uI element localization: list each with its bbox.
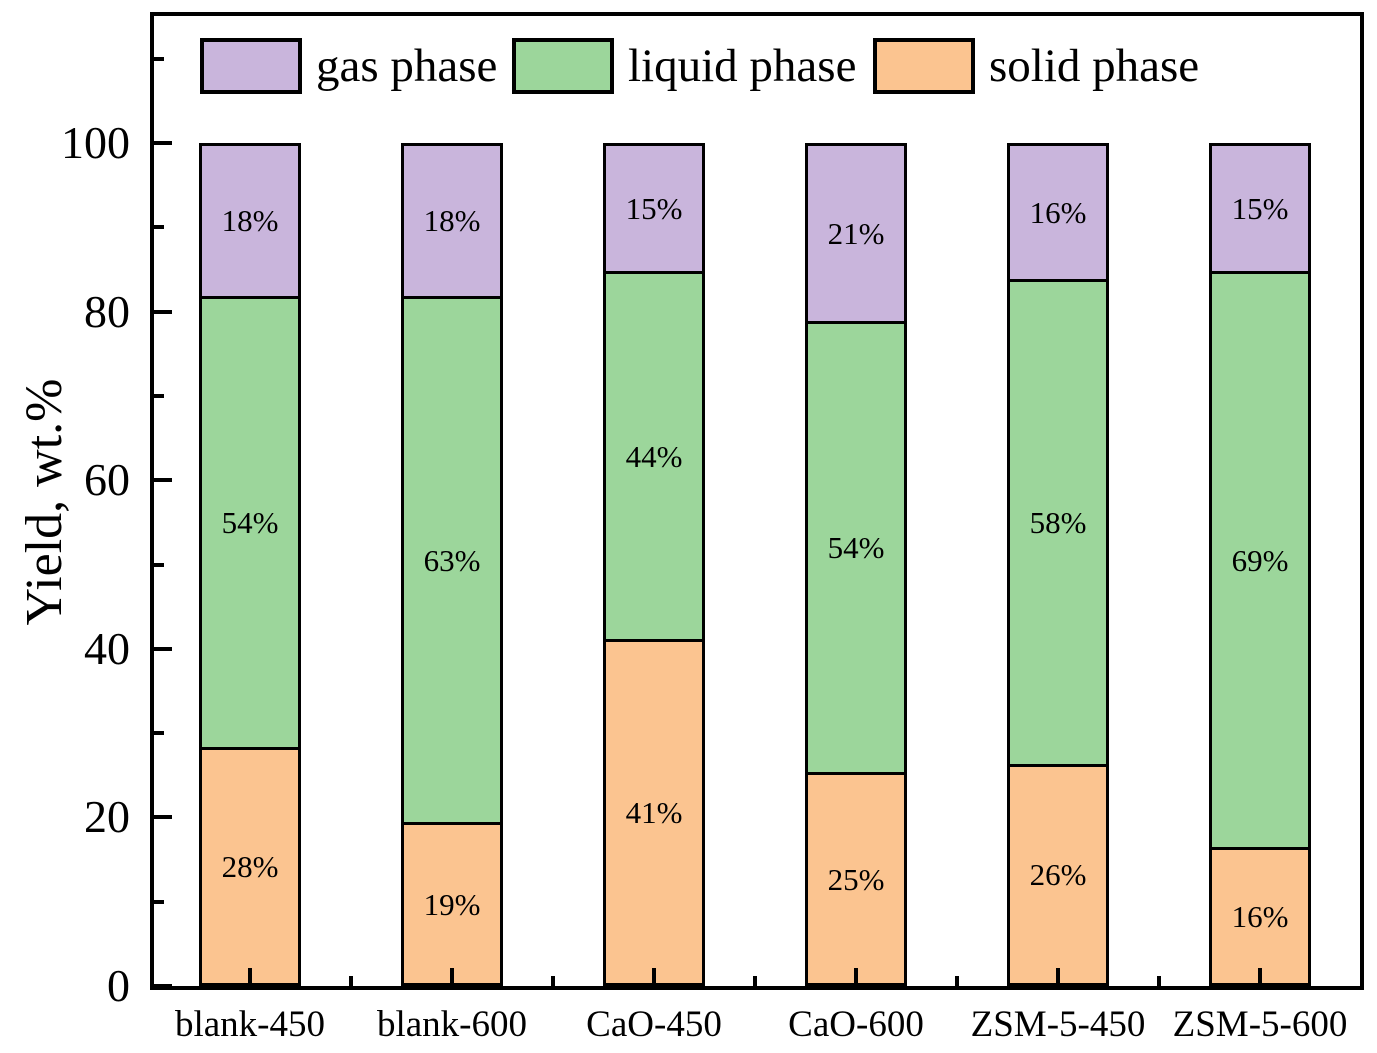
segment-value-label: 19% (423, 886, 481, 922)
segment-value-label: 15% (625, 190, 683, 226)
legend-swatch-solid-phase (873, 38, 975, 94)
segment-gas-phase: 15% (1212, 146, 1308, 271)
legend-item-liquid-phase: liquid phase (512, 38, 856, 94)
x-axis-major-tick (450, 968, 454, 986)
segment-value-label: 58% (1029, 505, 1087, 541)
segment-solid-phase: 25% (808, 772, 904, 983)
segment-solid-phase: 16% (1212, 847, 1308, 983)
plot-area: 18% 54% 28% 18% 63% 19% 15% 44% 41% 21% 54% 25% 16% 5… (150, 12, 1364, 990)
y-axis-major-tick (154, 984, 172, 988)
segment-value-label: 44% (625, 438, 683, 474)
segment-value-label: 41% (625, 795, 683, 831)
legend-label: gas phase (316, 40, 498, 92)
legend-swatch-liquid-phase (512, 38, 614, 94)
x-category-label: CaO-600 (788, 1004, 924, 1045)
x-category-label: blank-450 (174, 1004, 326, 1045)
legend-item-solid-phase: solid phase (873, 38, 1199, 94)
x-category-label: ZSM-5-450 (970, 1004, 1146, 1045)
segment-value-label: 25% (827, 861, 885, 897)
segment-liquid-phase: 69% (1212, 270, 1308, 848)
x-axis-major-tick (1258, 968, 1262, 986)
segment-solid-phase: 19% (404, 822, 500, 983)
segment-gas-phase: 15% (606, 146, 702, 271)
segment-gas-phase: 18% (404, 146, 500, 296)
segment-value-label: 15% (1231, 190, 1289, 226)
y-tick-label: 60 (84, 454, 130, 506)
segment-gas-phase: 18% (202, 146, 298, 296)
x-axis-minor-tick (349, 976, 353, 986)
y-tick-label: 20 (84, 791, 130, 843)
y-axis-major-tick (154, 309, 172, 314)
segment-value-label: 63% (423, 542, 481, 578)
y-axis-major-tick (154, 141, 172, 145)
legend-label: solid phase (989, 40, 1200, 92)
segment-liquid-phase: 58% (1010, 278, 1106, 764)
segment-liquid-phase: 54% (202, 295, 298, 748)
segment-solid-phase: 41% (606, 639, 702, 983)
y-axis-minor-tick (154, 393, 164, 398)
segment-value-label: 28% (221, 849, 279, 885)
y-tick-label: 100 (61, 117, 130, 168)
segment-value-label: 18% (423, 203, 481, 239)
y-tick-label: 80 (84, 285, 130, 337)
x-axis-major-tick (854, 968, 858, 986)
x-axis-minor-tick (1157, 976, 1161, 986)
bar-blank-450: 18% 54% 28% (199, 143, 301, 986)
segment-gas-phase: 16% (1010, 146, 1106, 279)
segment-value-label: 16% (1231, 899, 1289, 935)
y-axis-minor-tick (154, 56, 164, 61)
x-axis-major-tick (248, 968, 252, 986)
segment-solid-phase: 28% (202, 747, 298, 983)
y-axis-major-tick (154, 815, 172, 820)
y-axis-minor-tick (154, 562, 164, 567)
x-axis-minor-tick (551, 976, 555, 986)
y-axis-major-tick (154, 478, 172, 483)
y-axis-minor-tick (154, 731, 164, 736)
bar-cao-600: 21% 54% 25% (805, 143, 907, 986)
x-axis-minor-tick (955, 976, 959, 986)
segment-liquid-phase: 44% (606, 270, 702, 640)
legend-item-gas-phase: gas phase (200, 38, 497, 94)
segment-solid-phase: 26% (1010, 763, 1106, 983)
x-category-label: blank-600 (376, 1004, 528, 1045)
bar-cao-450: 15% 44% 41% (603, 143, 705, 986)
bar-blank-600: 18% 63% 19% (401, 143, 503, 986)
legend-label: liquid phase (628, 40, 857, 92)
segment-value-label: 54% (221, 505, 279, 541)
x-axis-minor-tick (753, 976, 757, 986)
y-axis-major-tick (154, 646, 172, 651)
x-category-label: ZSM-5-600 (1172, 1004, 1348, 1045)
segment-value-label: 18% (221, 203, 279, 239)
x-axis-major-tick (1056, 968, 1060, 986)
x-axis-major-tick (652, 968, 656, 986)
segment-gas-phase: 21% (808, 146, 904, 321)
segment-value-label: 21% (827, 215, 885, 251)
bar-zsm-5-450: 16% 58% 26% (1007, 143, 1109, 986)
segment-value-label: 54% (827, 530, 885, 566)
segment-liquid-phase: 54% (808, 320, 904, 773)
bar-zsm-5-600: 15% 69% 16% (1209, 143, 1311, 986)
x-category-label: CaO-450 (586, 1004, 722, 1045)
segment-liquid-phase: 63% (404, 295, 500, 823)
segment-value-label: 26% (1029, 857, 1087, 893)
legend-swatch-gas-phase (200, 38, 302, 94)
segment-value-label: 16% (1029, 194, 1087, 230)
y-axis-minor-tick (154, 225, 164, 230)
y-axis-minor-tick (154, 899, 164, 904)
segment-value-label: 69% (1231, 542, 1289, 578)
y-tick-label: 0 (107, 960, 130, 1011)
y-tick-label: 40 (84, 622, 130, 674)
